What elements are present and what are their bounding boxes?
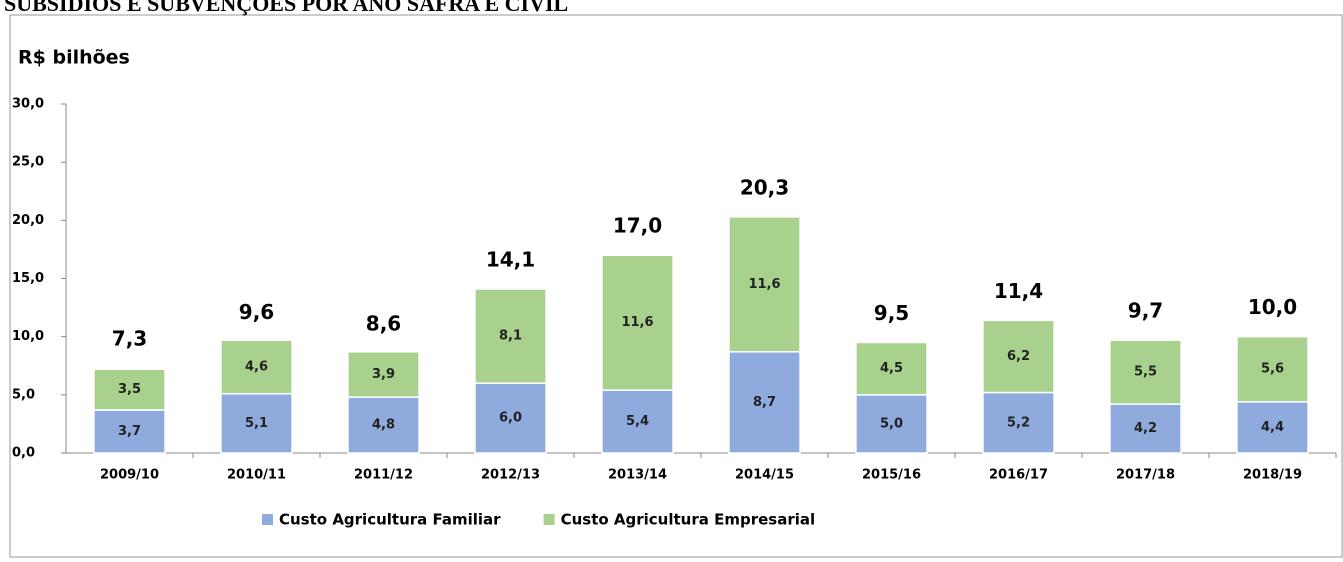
- y-axis-label: R$ bilhões: [18, 47, 130, 69]
- total-label: 17,0: [613, 214, 662, 238]
- y-tick-label: 30,0: [12, 97, 44, 112]
- x-tick-label: 2011/12: [354, 468, 413, 483]
- bar-segment: [982, 391, 1055, 454]
- y-tick-label: 25,0: [12, 155, 44, 170]
- bar-segment: [855, 394, 928, 454]
- x-tick-label: 2012/13: [481, 468, 540, 483]
- chart-title: SUBSÍDIOS E SUBVENÇÕES POR ANO SAFRA E C…: [4, 0, 568, 16]
- y-tick-label: 5,0: [12, 387, 35, 402]
- value-label: 11,6: [621, 315, 653, 330]
- total-label: 9,5: [874, 301, 909, 325]
- value-label: 4,6: [245, 359, 268, 374]
- legend-label: Custo Agricultura Familiar: [279, 511, 501, 529]
- value-label: 3,5: [118, 382, 141, 397]
- value-label: 5,2: [1007, 415, 1030, 430]
- value-label: 5,4: [626, 414, 649, 429]
- bar-segment: [855, 341, 928, 396]
- chart-frame: [9, 14, 1343, 558]
- value-label: 4,4: [1261, 420, 1284, 435]
- total-label: 7,3: [112, 327, 147, 351]
- bar-segment: [1236, 401, 1309, 454]
- bar-segment: [220, 392, 293, 454]
- total-label: 14,1: [486, 247, 535, 271]
- bar-segment: [347, 351, 420, 398]
- bar-segment: [728, 216, 801, 353]
- value-label: 6,0: [499, 411, 522, 426]
- bar-segment: [601, 254, 674, 391]
- bar-segment: [220, 339, 293, 395]
- value-label: 5,0: [880, 416, 903, 431]
- x-tick-label: 2009/10: [100, 468, 159, 483]
- y-tick-label: 10,0: [12, 329, 44, 344]
- bar-segment: [474, 288, 547, 384]
- bar-segment: [728, 351, 801, 454]
- y-tick-label: 20,0: [12, 213, 44, 228]
- bar-segment: [1236, 335, 1309, 403]
- y-tick-label: 0,0: [12, 446, 35, 461]
- value-label: 3,9: [372, 367, 395, 382]
- bar-segment: [601, 389, 674, 454]
- bar-segment: [1109, 339, 1182, 405]
- total-label: 10,0: [1248, 295, 1297, 319]
- legend-label: Custo Agricultura Empresarial: [561, 511, 816, 529]
- bar-segment: [982, 319, 1055, 394]
- total-label: 20,3: [740, 175, 789, 199]
- bar-segment: [474, 382, 547, 454]
- x-tick-label: 2016/17: [989, 468, 1048, 483]
- value-label: 5,6: [1261, 362, 1284, 377]
- value-label: 6,2: [1007, 349, 1030, 364]
- value-label: 5,5: [1134, 365, 1157, 380]
- legend-swatch: [543, 514, 555, 525]
- total-label: 9,7: [1128, 299, 1163, 323]
- value-label: 4,2: [1134, 421, 1157, 436]
- bar-segment: [347, 396, 420, 454]
- value-label: 8,1: [499, 329, 522, 344]
- legend-swatch: [262, 514, 273, 525]
- total-label: 11,4: [994, 279, 1043, 303]
- bar-segment: [93, 368, 166, 411]
- y-tick-label: 15,0: [12, 271, 44, 286]
- x-tick-label: 2013/14: [608, 468, 667, 483]
- value-label: 4,8: [372, 418, 395, 433]
- value-label: 8,7: [753, 395, 776, 410]
- x-tick-label: 2015/16: [862, 468, 921, 483]
- total-label: 8,6: [366, 311, 401, 335]
- x-tick-label: 2014/15: [735, 468, 794, 483]
- x-tick-label: 2018/19: [1243, 468, 1302, 483]
- value-label: 5,1: [245, 416, 268, 431]
- x-tick-label: 2017/18: [1116, 468, 1175, 483]
- value-label: 3,7: [118, 424, 141, 439]
- value-label: 4,5: [880, 361, 903, 376]
- x-tick-label: 2010/11: [227, 468, 286, 483]
- value-label: 11,6: [748, 277, 780, 292]
- total-label: 9,6: [239, 300, 274, 324]
